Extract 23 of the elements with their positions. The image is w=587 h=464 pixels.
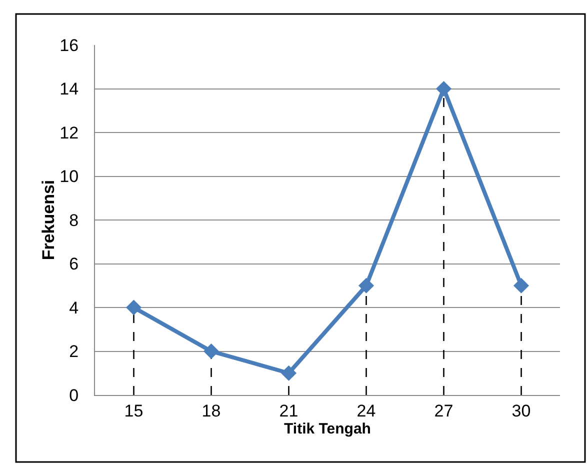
y-tick-label: 16 — [60, 36, 79, 55]
x-tick-label: 15 — [124, 401, 144, 420]
x-axis-title: Titik Tengah — [284, 420, 371, 438]
x-tick-label: 18 — [202, 401, 221, 420]
y-tick-label: 14 — [60, 80, 79, 99]
y-tick-label: 6 — [69, 254, 79, 274]
y-tick-label: 10 — [60, 167, 79, 186]
point — [358, 278, 374, 294]
point — [280, 365, 297, 381]
y-tick-label: 2 — [69, 342, 79, 362]
y-tick-label: 4 — [69, 298, 79, 318]
point — [436, 80, 452, 97]
y-tick-label: 0 — [69, 386, 79, 405]
point — [203, 343, 220, 360]
x-tick-label: 30 — [512, 401, 531, 420]
x-tick-label: 27 — [434, 401, 454, 420]
x-tick-label: 24 — [356, 401, 376, 420]
point — [126, 300, 142, 316]
point — [513, 278, 530, 294]
x-tick-label: 21 — [279, 401, 298, 420]
y-tick-label: 12 — [60, 123, 79, 142]
y-tick-label: 8 — [69, 210, 79, 230]
y-axis-title: Frekuensi — [39, 180, 58, 260]
